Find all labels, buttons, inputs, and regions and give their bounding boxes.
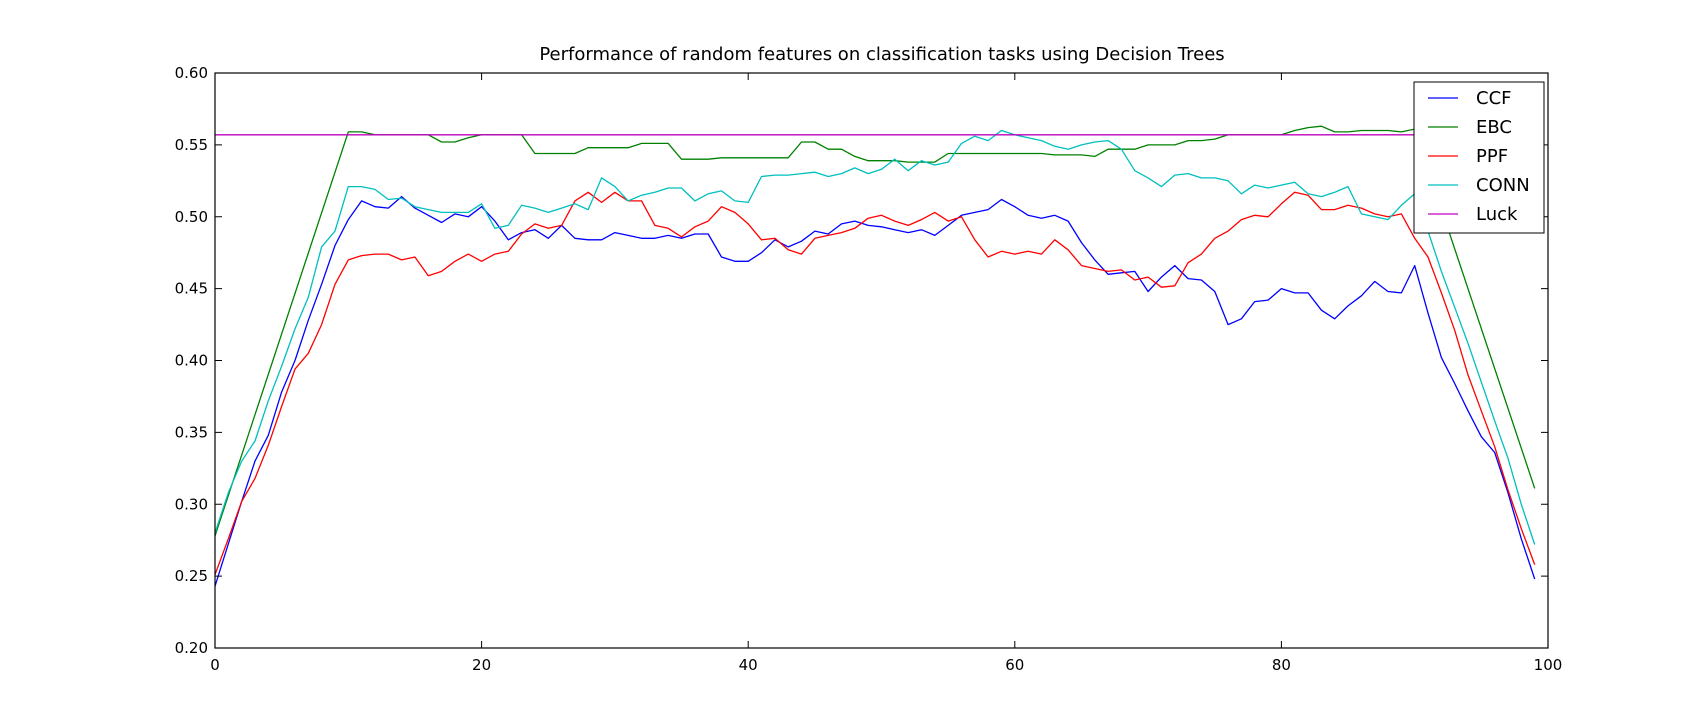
x-tick-label: 0 <box>210 656 220 674</box>
plot-frame <box>214 72 1549 649</box>
series-line-conn <box>214 129 1536 545</box>
legend-box <box>1413 81 1545 234</box>
y-tick-label: 0.30 <box>175 495 208 513</box>
legend-label-ebc: EBC <box>1476 117 1512 138</box>
legend: CCF EBC PPF CONN Luck <box>1413 81 1545 234</box>
legend-label-conn: CONN <box>1476 175 1530 196</box>
y-tick-label: 0.35 <box>175 423 208 441</box>
series-line-ebc <box>214 125 1536 537</box>
y-tick-label: 0.40 <box>175 352 208 370</box>
legend-label-luck: Luck <box>1476 204 1518 225</box>
y-tick-label: 0.45 <box>175 280 208 298</box>
chart-title: Performance of random features on classi… <box>539 44 1224 65</box>
y-tick-label: 0.50 <box>175 208 208 226</box>
x-tick-label: 80 <box>1272 656 1291 674</box>
x-tick-label: 60 <box>1005 656 1024 674</box>
x-tick-label: 20 <box>472 656 491 674</box>
y-tick-label: 0.20 <box>175 639 208 657</box>
legend-label-ppf: PPF <box>1476 146 1508 167</box>
ticks-layer: 0 20 40 60 80 100 0.20 0.25 0.30 0.35 0.40 0.45 0.50… <box>175 64 1563 674</box>
y-tick-label: 0.25 <box>175 567 208 585</box>
series-line-ccf <box>214 195 1536 587</box>
series-line-ppf <box>214 191 1536 575</box>
y-tick-label: 0.60 <box>175 64 208 82</box>
y-tick-label: 0.55 <box>175 136 208 154</box>
legend-label-ccf: CCF <box>1476 88 1512 109</box>
series-layer <box>214 125 1536 587</box>
x-tick-label: 40 <box>739 656 758 674</box>
x-tick-label: 100 <box>1534 656 1563 674</box>
